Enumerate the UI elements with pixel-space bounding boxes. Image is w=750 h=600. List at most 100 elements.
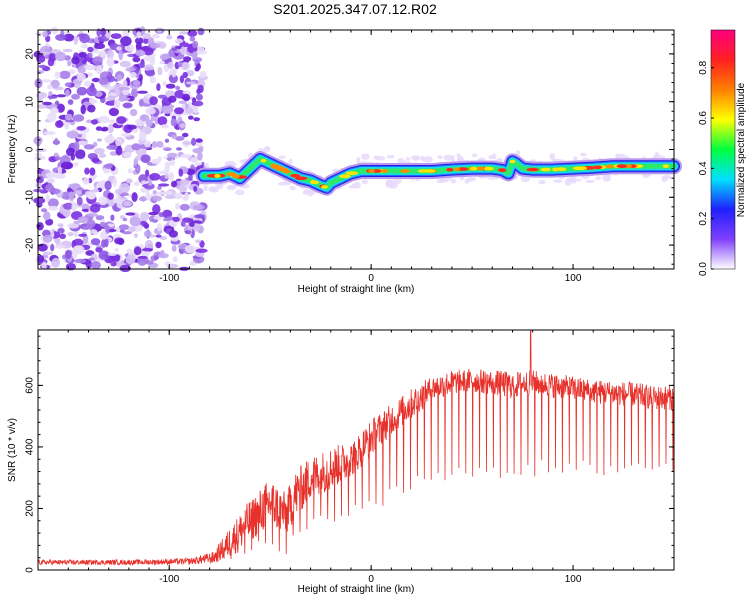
noise-blob [73, 35, 78, 45]
ridge-halo [605, 177, 611, 181]
noise-blob [115, 227, 120, 233]
noise-blob [179, 42, 190, 48]
noise-blob [176, 147, 182, 151]
noise-blob [72, 114, 85, 122]
noise-blob [132, 56, 141, 63]
noise-blob [118, 96, 126, 102]
noise-blob [185, 107, 194, 114]
noise-blob [141, 248, 154, 252]
spectrogram-ridge [195, 146, 682, 197]
noise-blob [195, 248, 208, 253]
noise-blob [134, 233, 138, 238]
noise-blob [193, 185, 198, 192]
noise-blob [147, 181, 153, 186]
noise-blob [104, 135, 115, 144]
noise-blob [85, 250, 95, 256]
noise-blob [135, 164, 141, 174]
noise-blob [68, 191, 75, 201]
noise-blob [134, 181, 140, 186]
ridge-hotspot [540, 167, 551, 172]
noise-blob [91, 260, 101, 270]
noise-blob [51, 26, 58, 35]
snr-y-tick-label: 400 [25, 438, 36, 455]
noise-blob [103, 163, 113, 169]
ridge-halo [361, 179, 369, 185]
noise-blob [38, 64, 47, 69]
noise-blob [88, 257, 95, 261]
noise-blob [178, 168, 184, 177]
noise-blob [108, 119, 116, 124]
noise-blob [175, 85, 181, 91]
snr-y-tick-label: 0 [25, 567, 36, 573]
snr-y-tick-label: 200 [25, 500, 36, 517]
noise-blob [87, 104, 96, 113]
noise-blob [182, 90, 191, 95]
noise-blob [83, 144, 95, 150]
ridge-halo [585, 179, 595, 183]
noise-blob [42, 251, 54, 255]
noise-blob [126, 124, 137, 130]
noise-blob [179, 75, 184, 84]
noise-blob [50, 107, 59, 115]
noise-blob [175, 202, 180, 210]
ridge-hotspot [552, 167, 560, 172]
noise-blob [152, 190, 157, 195]
noise-blob [178, 184, 186, 193]
noise-blob [71, 56, 80, 65]
noise-blob [110, 214, 115, 221]
ridge-halo [579, 152, 587, 157]
ridge-hotspot [321, 185, 328, 189]
noise-blob [91, 158, 100, 163]
noise-blob [59, 70, 71, 80]
noise-blob [192, 204, 205, 211]
noise-blob [129, 71, 137, 79]
noise-blob [125, 212, 136, 216]
snr-x-ticks: -100 0 100 [67, 330, 675, 585]
noise-blob [171, 180, 177, 188]
noise-blob [67, 99, 74, 105]
noise-blob [71, 202, 77, 212]
noise-blob [185, 81, 196, 85]
noise-blob [74, 258, 87, 264]
ridge-halo [488, 155, 495, 160]
noise-blob [37, 254, 45, 263]
noise-blob [194, 66, 200, 72]
noise-blob [185, 230, 192, 235]
noise-blob [171, 245, 177, 252]
noise-blob [84, 64, 97, 71]
noise-blob [158, 212, 165, 218]
noise-blob [138, 196, 148, 202]
ridge-hotspot [275, 167, 289, 172]
ridge-halo [385, 182, 393, 188]
noise-blob [188, 174, 193, 181]
noise-blob [104, 97, 116, 101]
noise-blob [125, 178, 133, 184]
ridge-hotspot [345, 171, 359, 175]
noise-blob [90, 189, 100, 193]
noise-blob [94, 147, 105, 155]
noise-blob [98, 250, 110, 260]
spec-x-tick-label: 100 [565, 273, 582, 284]
noise-blob [47, 95, 58, 99]
noise-blob [169, 171, 174, 182]
noise-blob [35, 31, 42, 37]
noise-blob [71, 93, 80, 100]
noise-blob [181, 132, 189, 138]
noise-blob [92, 56, 103, 66]
spectrogram-y-ticks: -20 -10 0 10 20 [25, 34, 674, 265]
noise-blob [136, 31, 142, 39]
noise-blob [122, 217, 128, 222]
noise-blob [157, 223, 162, 232]
noise-blob [127, 168, 133, 174]
ridge-halo [397, 158, 405, 164]
noise-blob [73, 141, 80, 152]
noise-blob [106, 57, 115, 67]
noise-blob [90, 238, 101, 246]
noise-blob [72, 248, 78, 259]
noise-blob [118, 50, 124, 61]
noise-blob [164, 261, 171, 267]
noise-blob [62, 48, 73, 53]
noise-blob [131, 88, 138, 98]
noise-blob [150, 115, 155, 122]
noise-blob [54, 138, 59, 146]
